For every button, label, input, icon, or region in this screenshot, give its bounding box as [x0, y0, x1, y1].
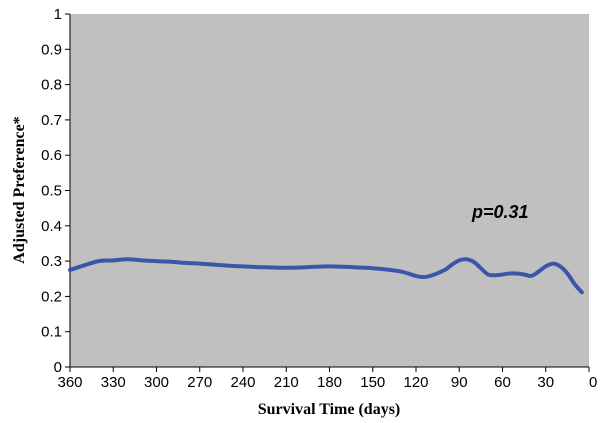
series-line [68, 257, 584, 295]
y-tick-label: 0.7 [41, 112, 62, 129]
x-tick-label: 180 [317, 374, 342, 391]
x-tick-label: 0 [589, 374, 597, 391]
x-tick-label: 270 [187, 374, 212, 391]
y-axis-title: Adjusted Preference* [11, 116, 28, 263]
x-tick-label: 30 [537, 374, 554, 391]
x-axis-title: Survival Time (days) [258, 401, 401, 418]
x-tick-label: 150 [360, 374, 385, 391]
y-tick-label: 0.3 [41, 253, 62, 270]
y-tick-label: 0.2 [41, 288, 62, 305]
y-tick-label: 0 [54, 359, 62, 376]
y-tick-label: 1 [54, 6, 62, 23]
p-value-annotation: p=0.31 [471, 202, 529, 222]
x-tick-label: 90 [451, 374, 468, 391]
x-tick-label: 210 [274, 374, 299, 391]
y-tick-label: 0.6 [41, 147, 62, 164]
x-axis: 360 330 300 270 240 210 180 150 120 90 60 30 0 [57, 366, 597, 391]
plot-background [70, 14, 589, 367]
x-tick-label: 330 [101, 374, 126, 391]
x-tick-label: 360 [57, 374, 82, 391]
x-tick-label: 120 [403, 374, 428, 391]
y-tick-label: 0.4 [41, 218, 62, 235]
x-tick-label: 60 [494, 374, 511, 391]
y-tick-label: 0.1 [41, 324, 62, 341]
y-tick-label: 0.9 [41, 41, 62, 58]
y-axis: 0 0.1 0.2 0.3 0.4 0.5 0.6 0.7 0.8 0.9 1 [41, 6, 71, 376]
y-tick-label: 0.8 [41, 77, 62, 94]
x-tick-label: 300 [144, 374, 169, 391]
y-tick-label: 0.5 [41, 183, 62, 200]
x-tick-label: 240 [230, 374, 255, 391]
